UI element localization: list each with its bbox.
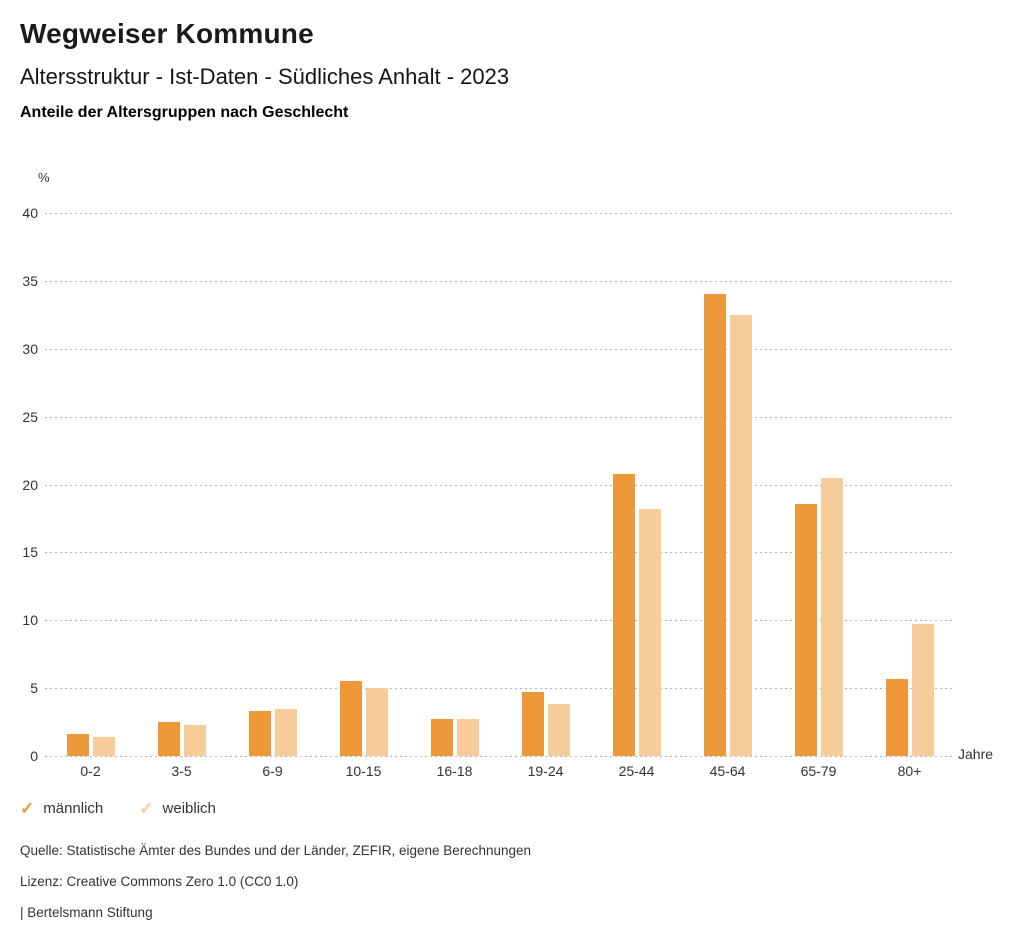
license-note: Lizenz: Creative Commons Zero 1.0 (CC0 1…: [20, 874, 299, 889]
gridline-30: 30: [20, 340, 955, 357]
x-axis-category-label-6-9: 6-9: [262, 763, 283, 779]
legend: ✓ männlich ✓ weiblich: [20, 800, 216, 817]
legend-label: weiblich: [162, 800, 216, 817]
bar-maennlich-65-79[interactable]: [794, 503, 817, 756]
x-axis-unit-label: Jahre: [958, 746, 994, 762]
x-axis-category-label-45-64: 45-64: [709, 763, 746, 779]
bar-group-80: [864, 213, 955, 756]
y-axis-unit-label: %: [38, 170, 50, 185]
bar-weiblich-16-18[interactable]: [456, 719, 479, 756]
bar-maennlich-25-44[interactable]: [612, 473, 635, 756]
x-axis-category-label-25-44: 25-44: [618, 763, 655, 779]
bar-maennlich-16-18[interactable]: [430, 719, 453, 756]
bar-maennlich-19-24[interactable]: [521, 692, 544, 756]
gridline-0: 0: [28, 748, 955, 764]
bar-group-45-64: [682, 213, 773, 756]
bar-weiblich-3-5[interactable]: [183, 724, 206, 756]
gridline-5: 5: [28, 680, 955, 697]
bar-weiblich-65-79[interactable]: [820, 477, 843, 756]
bar-group-10-15: [318, 213, 409, 756]
check-icon: ✓: [20, 799, 35, 818]
gridline-35: 35: [20, 272, 955, 289]
plot-area: 0 5 10 15 20 25 30 35 40: [20, 205, 955, 764]
gridline-40: 40: [20, 205, 955, 221]
bar-group-3-5: [136, 213, 227, 756]
legend-label: männlich: [43, 800, 104, 817]
bar-maennlich-45-64[interactable]: [703, 294, 726, 756]
y-axis-tick-label: 40: [20, 205, 38, 221]
x-axis-category-label-80: 80+: [897, 763, 922, 779]
x-axis-category-label-65-79: 65-79: [800, 763, 837, 779]
bar-weiblich-80[interactable]: [911, 624, 934, 756]
bar-group-19-24: [500, 213, 591, 756]
source-note: Quelle: Statistische Ämter des Bundes un…: [20, 843, 532, 858]
bar-weiblich-45-64[interactable]: [729, 314, 752, 756]
y-axis-tick-label: 30: [20, 340, 38, 357]
x-axis-category-label-19-24: 19-24: [527, 763, 564, 779]
legend-item-weiblich[interactable]: ✓ weiblich: [139, 800, 216, 817]
bar-group-6-9: [227, 213, 318, 756]
y-axis-tick-label: 25: [20, 408, 38, 425]
bar-group-16-18: [409, 213, 500, 756]
x-axis-category-label-16-18: 16-18: [436, 763, 473, 779]
legend-item-maennlich[interactable]: ✓ männlich: [20, 800, 103, 817]
y-axis-tick-label: 20: [20, 476, 38, 493]
bar-group-0-2: [45, 213, 136, 756]
y-axis-tick-label: 10: [20, 612, 38, 629]
x-axis-category-label-0-2: 0-2: [80, 763, 101, 779]
y-axis-tick-label: 5: [28, 680, 38, 697]
y-axis-tick-label: 35: [20, 272, 38, 289]
y-axis-tick-label: 15: [20, 544, 38, 561]
y-axis-tick-label: 0: [28, 748, 38, 764]
attribution: | Bertelsmann Stiftung: [20, 905, 153, 920]
bar-maennlich-6-9[interactable]: [248, 711, 271, 756]
page-title: Wegweiser Kommune: [20, 18, 314, 49]
x-axis-category-label-3-5: 3-5: [171, 763, 192, 779]
bar-maennlich-10-15[interactable]: [339, 681, 362, 756]
gridline-15: 15: [20, 544, 955, 561]
x-axis-labels: 0-2 3-5 6-9 10-15 16-18 19-24 25-44 45-64 65-79 8…: [45, 763, 955, 779]
bar-weiblich-6-9[interactable]: [274, 708, 297, 756]
bar-weiblich-0-2[interactable]: [92, 737, 115, 756]
bar-maennlich-0-2[interactable]: [66, 734, 89, 756]
chart-subtitle: Altersstruktur - Ist-Daten - Südliches A…: [20, 64, 510, 89]
bar-weiblich-19-24[interactable]: [547, 704, 570, 756]
check-icon: ✓: [139, 799, 154, 818]
gridline-20: 20: [20, 476, 955, 493]
chart-heading: Anteile der Altersgruppen nach Geschlech…: [20, 104, 349, 121]
bar-maennlich-3-5[interactable]: [157, 722, 180, 756]
bar-group-65-79: [773, 213, 864, 756]
gridline-25: 25: [20, 408, 955, 425]
bar-weiblich-10-15[interactable]: [365, 688, 388, 756]
gridline-10: 10: [20, 612, 955, 629]
bar-weiblich-25-44[interactable]: [638, 508, 661, 756]
bar-maennlich-80[interactable]: [885, 678, 908, 756]
bar-group-25-44: [591, 213, 682, 756]
x-axis-category-label-10-15: 10-15: [345, 763, 382, 779]
